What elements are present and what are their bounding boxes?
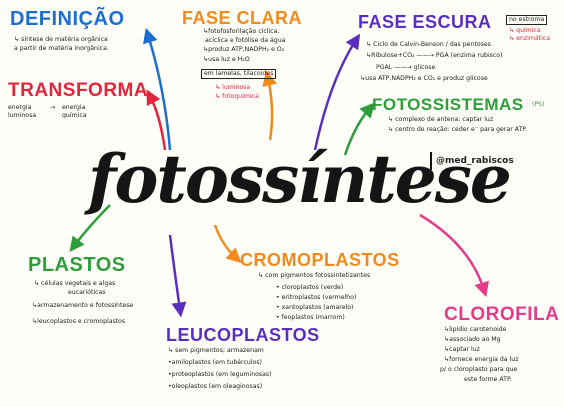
plastos-line-4: ↳leucoplastos e cromoplastos <box>32 318 126 325</box>
leucoplastos-line-2: •amiloplastos (em tubérculos) <box>168 359 262 366</box>
plastos-line-2: eucarióticas <box>68 289 106 296</box>
fase-clara-title: FASE CLARA <box>182 8 303 28</box>
clorofila-line-4: ↳fornece energia da luz <box>444 356 519 363</box>
clorofila-line-2: ↳associado ao Mg <box>444 336 501 343</box>
arrow-cromoplastos <box>213 224 242 264</box>
transforma-arrow: → <box>50 104 56 111</box>
leucoplastos-line-4: •oleoplastos (em oleaginosas) <box>168 383 263 390</box>
definicao-line-1: ↳ síntese de matéria orgânica <box>14 36 108 43</box>
arrow-leucoplastos <box>168 234 187 318</box>
fase-escura-line-2: ↳Ribulose+CO₂ ——→ PGA (enzima rubisco) <box>366 52 503 59</box>
fase-escura-sub-1: ↳ química <box>509 27 541 34</box>
fase-escura-note: no estroma <box>506 15 548 26</box>
arrow-fotossistemas <box>343 102 375 156</box>
fase-clara-location: em lamelas, tilacoides <box>201 69 277 80</box>
transforma-title: TRANSFORMA <box>8 80 149 101</box>
fase-escura-line-4: ↳usa ATP,NADPH₂ e CO₂ e produz glicose <box>360 75 488 82</box>
center-title: fotossíntese <box>88 140 512 218</box>
fase-clara-line-1: ↳fotofosforilação cíclica, <box>203 28 280 35</box>
clorofila-line-5: p/ o cloroplasto para que <box>440 366 518 373</box>
arrow-clorofila <box>419 213 489 298</box>
fotossistemas-line-2: ↳ centro de reação: ceder e⁻ para gerar … <box>388 126 527 133</box>
arrow-fase-escura <box>313 33 361 151</box>
fotossistemas-tag: (PS) <box>532 101 545 108</box>
fase-escura-line-3: PGAL ——→ glicose <box>376 64 436 71</box>
cromoplastos-line-3: • eritroplastos (vermelho) <box>276 294 357 301</box>
arrow-plastos <box>69 204 111 252</box>
leucoplastos-title: LEUCOPLASTOS <box>166 325 320 345</box>
cromoplastos-line-5: • feoplastos (marrom) <box>276 314 345 321</box>
definicao-title: DEFINIÇÃO <box>10 8 125 30</box>
fase-escura-line-1: ↳ Ciclo de Calvin-Benson / das pentoses <box>366 41 491 48</box>
leucoplastos-line-3: •proteoplastos (em leguminosas) <box>168 371 272 378</box>
clorofila-line-1: ↳lipídio carotenoide <box>444 326 507 333</box>
transforma-from: energia luminosa <box>8 104 37 120</box>
definicao-line-2: a partir de matéria inorgânica. <box>14 45 109 52</box>
arrow-transforma <box>146 89 167 151</box>
fase-clara-sub-1: ↳ luminosa <box>215 84 251 91</box>
arrow-fase-clara <box>262 70 277 141</box>
plastos-title: PLASTOS <box>28 254 126 276</box>
transforma-to: energia química <box>62 104 87 120</box>
fotossistemas-line-1: ↳ complexo de antena: captar luz <box>388 116 494 123</box>
fase-escura-title: FASE ESCURA <box>358 12 492 32</box>
cromoplastos-title: CROMOPLASTOS <box>240 250 400 270</box>
leucoplastos-line-1: ↳ sem pigmentos; armazenam <box>168 347 264 354</box>
clorofila-line-3: ↳captar luz <box>444 346 480 353</box>
fase-clara-line-4: ↳usa luz e H₂O <box>203 56 250 63</box>
handle-divider <box>430 152 432 170</box>
fotossistemas-title: FOTOSSISTEMAS <box>372 95 524 114</box>
arrow-definicao <box>143 27 172 151</box>
cromoplastos-line-1: ↳ com pigmentos fotossintetizantes <box>258 272 371 279</box>
plastos-line-3: ↳armazenamento e fotossíntese <box>32 302 134 309</box>
clorofila-line-6: este forme ATP. <box>464 376 512 383</box>
plastos-line-1: ↳ células vegetais e algas <box>34 280 116 287</box>
cromoplastos-line-4: • xantoplastos (amarelo) <box>276 304 354 311</box>
fase-clara-line-3: ↳produz ATP,NADPH₂ e O₂ <box>203 46 285 53</box>
clorofila-title: CLOROFILA <box>444 304 560 325</box>
cromoplastos-line-2: • cloroplastos (verde) <box>276 284 344 291</box>
fase-escura-sub-2: ↳ enzimática <box>509 35 551 42</box>
fase-clara-line-2: acíclica e fotólise da água <box>205 37 286 44</box>
fase-clara-sub-2: ↳ fotoquímica <box>215 93 259 100</box>
author-handle: @med_rabiscos <box>436 156 514 166</box>
